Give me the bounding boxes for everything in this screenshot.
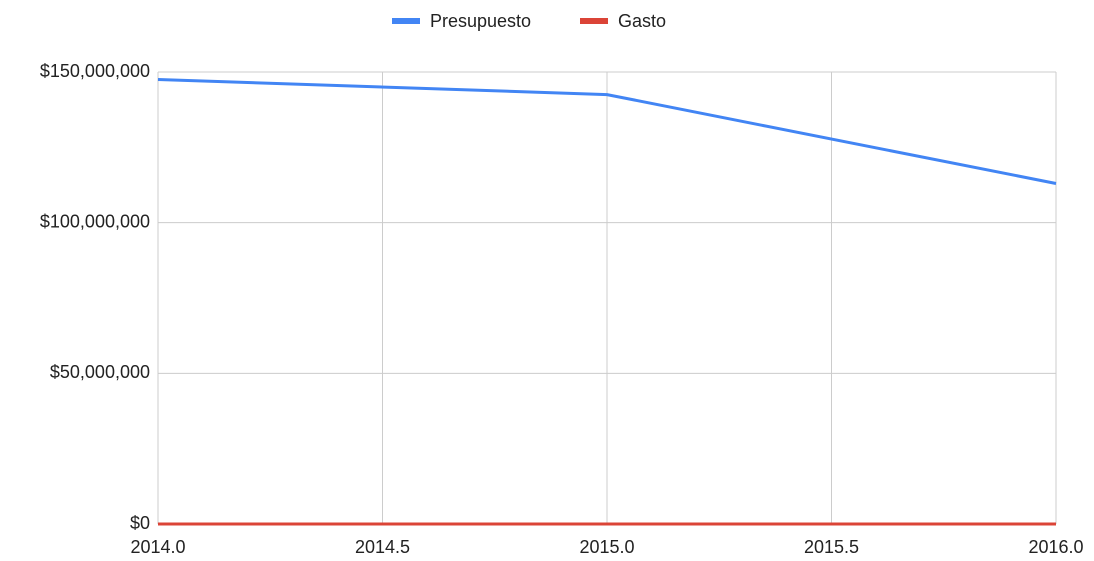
- y-tick-label: $100,000,000: [40, 211, 150, 231]
- x-tick-label: 2014.5: [355, 537, 410, 557]
- x-tick-label: 2015.0: [579, 537, 634, 557]
- y-tick-label: $0: [130, 513, 150, 533]
- x-tick-label: 2016.0: [1028, 537, 1083, 557]
- y-tick-label: $150,000,000: [40, 61, 150, 81]
- y-tick-label: $50,000,000: [50, 362, 150, 382]
- legend-label: Gasto: [618, 11, 666, 31]
- x-tick-label: 2014.0: [130, 537, 185, 557]
- x-tick-label: 2015.5: [804, 537, 859, 557]
- series-line: [157, 78, 1057, 185]
- legend-swatch: [392, 18, 420, 24]
- legend-swatch: [580, 18, 608, 24]
- legend-label: Presupuesto: [430, 11, 531, 31]
